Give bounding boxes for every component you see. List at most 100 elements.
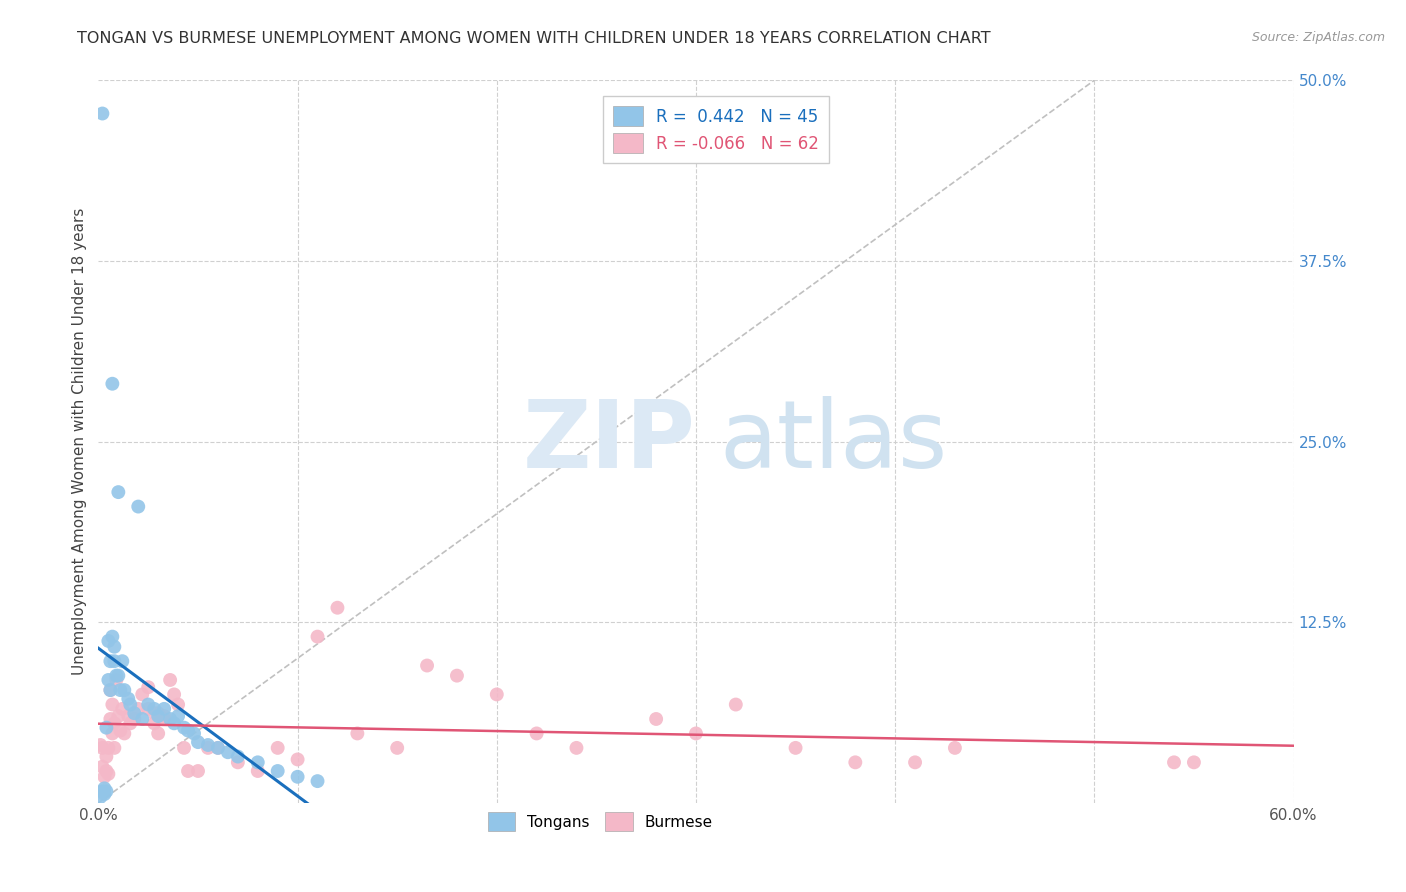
Point bbox=[107, 485, 129, 500]
Point bbox=[153, 709, 176, 723]
Point bbox=[167, 698, 190, 712]
Point bbox=[167, 709, 190, 723]
Point bbox=[685, 726, 707, 740]
Point bbox=[98, 712, 122, 726]
Point bbox=[101, 630, 124, 644]
Point bbox=[724, 698, 747, 712]
Legend: Tongans, Burmese: Tongans, Burmese bbox=[479, 805, 721, 838]
Point bbox=[177, 723, 200, 738]
Point bbox=[131, 687, 153, 701]
Point bbox=[136, 698, 159, 712]
Point bbox=[98, 683, 122, 698]
Text: Source: ZipAtlas.com: Source: ZipAtlas.com bbox=[1251, 31, 1385, 45]
Point bbox=[385, 740, 409, 755]
Point bbox=[96, 764, 118, 778]
Point bbox=[246, 756, 269, 770]
Point bbox=[112, 683, 135, 698]
Text: ZIP: ZIP bbox=[523, 395, 696, 488]
Point bbox=[127, 702, 149, 716]
Point bbox=[307, 630, 329, 644]
Point bbox=[217, 745, 239, 759]
Point bbox=[943, 740, 966, 755]
Point bbox=[226, 756, 249, 770]
Point bbox=[124, 712, 146, 726]
Point bbox=[148, 726, 170, 740]
Text: atlas: atlas bbox=[720, 395, 948, 488]
Point bbox=[565, 740, 588, 755]
Point bbox=[177, 764, 200, 778]
Point bbox=[91, 740, 114, 755]
Point bbox=[785, 740, 807, 755]
Point bbox=[526, 726, 548, 740]
Point bbox=[101, 376, 124, 391]
Point bbox=[124, 706, 146, 721]
Point bbox=[446, 668, 468, 682]
Point bbox=[1163, 756, 1185, 770]
Point bbox=[1182, 756, 1205, 770]
Point bbox=[153, 702, 176, 716]
Point bbox=[103, 740, 125, 755]
Point bbox=[183, 726, 205, 740]
Point bbox=[110, 683, 132, 698]
Point bbox=[143, 702, 166, 716]
Point bbox=[96, 721, 118, 735]
Point bbox=[107, 709, 129, 723]
Point bbox=[89, 738, 111, 752]
Point bbox=[112, 726, 135, 740]
Point bbox=[97, 740, 120, 755]
Point bbox=[326, 600, 349, 615]
Point bbox=[207, 740, 229, 755]
Point bbox=[226, 749, 249, 764]
Point bbox=[207, 740, 229, 755]
Point bbox=[143, 716, 166, 731]
Point bbox=[143, 706, 166, 721]
Point bbox=[91, 760, 114, 774]
Point bbox=[97, 673, 120, 687]
Point bbox=[105, 668, 128, 682]
Point bbox=[105, 673, 128, 687]
Point bbox=[91, 784, 114, 798]
Point bbox=[187, 735, 209, 749]
Point bbox=[110, 723, 132, 738]
Point bbox=[197, 738, 219, 752]
Point bbox=[101, 698, 124, 712]
Point bbox=[645, 712, 668, 726]
Point bbox=[97, 634, 120, 648]
Point bbox=[173, 721, 195, 735]
Point bbox=[485, 687, 508, 701]
Text: TONGAN VS BURMESE UNEMPLOYMENT AMONG WOMEN WITH CHILDREN UNDER 18 YEARS CORRELAT: TONGAN VS BURMESE UNEMPLOYMENT AMONG WOM… bbox=[77, 31, 991, 46]
Point bbox=[103, 716, 125, 731]
Point bbox=[187, 764, 209, 778]
Point bbox=[163, 687, 186, 701]
Point bbox=[96, 784, 118, 798]
Point bbox=[91, 106, 114, 120]
Point bbox=[103, 654, 125, 668]
Y-axis label: Unemployment Among Women with Children Under 18 years: Unemployment Among Women with Children U… bbox=[72, 208, 87, 675]
Point bbox=[131, 712, 153, 726]
Point bbox=[89, 790, 111, 805]
Point bbox=[163, 716, 186, 731]
Point bbox=[159, 673, 181, 687]
Point bbox=[103, 640, 125, 654]
Point bbox=[93, 787, 115, 801]
Point bbox=[98, 654, 122, 668]
Point bbox=[111, 702, 134, 716]
Point bbox=[287, 770, 309, 784]
Point bbox=[96, 749, 118, 764]
Point bbox=[307, 774, 329, 789]
Point bbox=[117, 709, 139, 723]
Point bbox=[287, 752, 309, 766]
Point bbox=[127, 500, 149, 514]
Point bbox=[173, 740, 195, 755]
Point bbox=[117, 691, 139, 706]
Point bbox=[107, 668, 129, 682]
Point bbox=[267, 764, 290, 778]
Point bbox=[111, 654, 134, 668]
Point bbox=[136, 702, 159, 716]
Point bbox=[98, 683, 122, 698]
Point bbox=[93, 781, 115, 796]
Point bbox=[267, 740, 290, 755]
Point bbox=[101, 726, 124, 740]
Point bbox=[346, 726, 368, 740]
Point bbox=[844, 756, 866, 770]
